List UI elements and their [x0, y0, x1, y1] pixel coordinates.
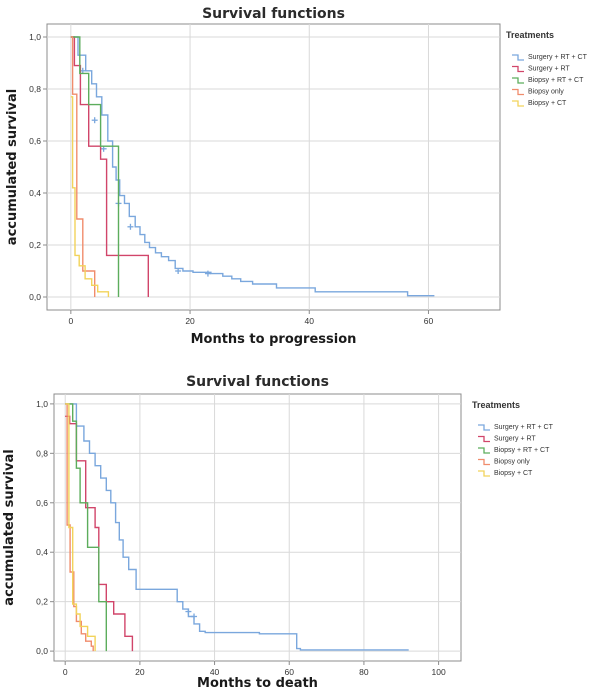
y-tick-label: 0,0	[36, 646, 48, 656]
chart-title: Survival functions	[186, 374, 329, 390]
series-line	[70, 36, 120, 297]
legend-title: Treatments	[472, 400, 520, 410]
y-tick-label: 0,0	[29, 292, 41, 302]
legend-swatch	[478, 458, 490, 466]
legend-title: Treatments	[506, 30, 554, 40]
legend-entry: Biopsy + RT + CT	[528, 77, 584, 84]
x-tick-label: 40	[305, 316, 315, 326]
y-axis-label: accumulated survival	[2, 449, 17, 605]
x-tick-label: 0	[68, 316, 73, 326]
x-tick-label: 100	[432, 667, 446, 677]
y-tick-label: 0,2	[36, 597, 48, 607]
legend-swatch	[478, 424, 490, 431]
y-tick-label: 0,6	[29, 136, 41, 146]
y-tick-label: 0,4	[36, 547, 48, 557]
x-tick-label: 80	[359, 667, 369, 677]
series-line	[70, 36, 96, 297]
series-line	[65, 403, 107, 652]
legend-entry: Biopsy + CT	[494, 470, 533, 477]
legend-entry: Surgery + RT + CT	[494, 424, 554, 431]
y-tick-label: 0,8	[36, 448, 48, 458]
legend-entry: Surgery + RT + CT	[528, 54, 588, 61]
legend-swatch	[512, 88, 524, 96]
x-tick-label: 20	[185, 316, 195, 326]
series-line	[70, 96, 110, 297]
series-line	[70, 36, 435, 297]
chart-progression-svg: 0,0 0,2 0,4 0,6 0,8 1,0 0 20 40 60 Survival functi…	[5, 6, 588, 347]
x-tick-label: 20	[135, 667, 145, 677]
legend-entry: Surgery + RT	[528, 66, 570, 73]
chart-death: 0,0 0,2 0,4 0,6 0,8 1,0 0 20 40 60 80 100 Survival f…	[0, 362, 606, 690]
x-tick-label: 0	[63, 667, 68, 677]
x-axis-label: Months to progression	[191, 332, 357, 347]
legend-swatch	[512, 65, 524, 73]
series-line	[65, 403, 409, 651]
y-tick-label: 1,0	[29, 32, 41, 42]
y-tick-label: 0,2	[29, 240, 41, 250]
legend-swatch	[478, 447, 490, 454]
legend-swatch	[512, 100, 524, 107]
legend-swatch	[512, 54, 524, 61]
y-tick-label: 0,8	[29, 84, 41, 94]
chart-title: Survival functions	[202, 6, 345, 22]
x-tick-label: 40	[210, 667, 220, 677]
legend-swatch	[478, 470, 490, 477]
legend-swatch	[478, 435, 490, 443]
legend-entry: Biopsy + CT	[528, 100, 567, 107]
legend-entry: Biopsy + RT + CT	[494, 447, 550, 454]
legend-entry: Biopsy only	[494, 459, 530, 466]
chart-death-svg: 0,0 0,2 0,4 0,6 0,8 1,0 0 20 40 60 80 100 Survival f…	[2, 374, 554, 690]
plot-frame	[53, 393, 462, 662]
chart-progression: 0,0 0,2 0,4 0,6 0,8 1,0 0 20 40 60 Survival functi…	[5, 6, 588, 347]
series-line	[65, 403, 96, 652]
y-tick-label: 0,6	[36, 498, 48, 508]
x-tick-label: 60	[424, 316, 434, 326]
x-axis-label: Months to death	[197, 676, 318, 690]
legend-swatch	[512, 77, 524, 84]
y-tick-label: 0,4	[29, 188, 41, 198]
y-tick-label: 1,0	[36, 399, 48, 409]
y-axis-label: accumulated survival	[5, 89, 20, 245]
legend-entry: Surgery + RT	[494, 436, 536, 443]
legend-entry: Biopsy only	[528, 89, 564, 96]
plot-frame	[46, 23, 501, 311]
x-tick-label: 60	[285, 667, 295, 677]
